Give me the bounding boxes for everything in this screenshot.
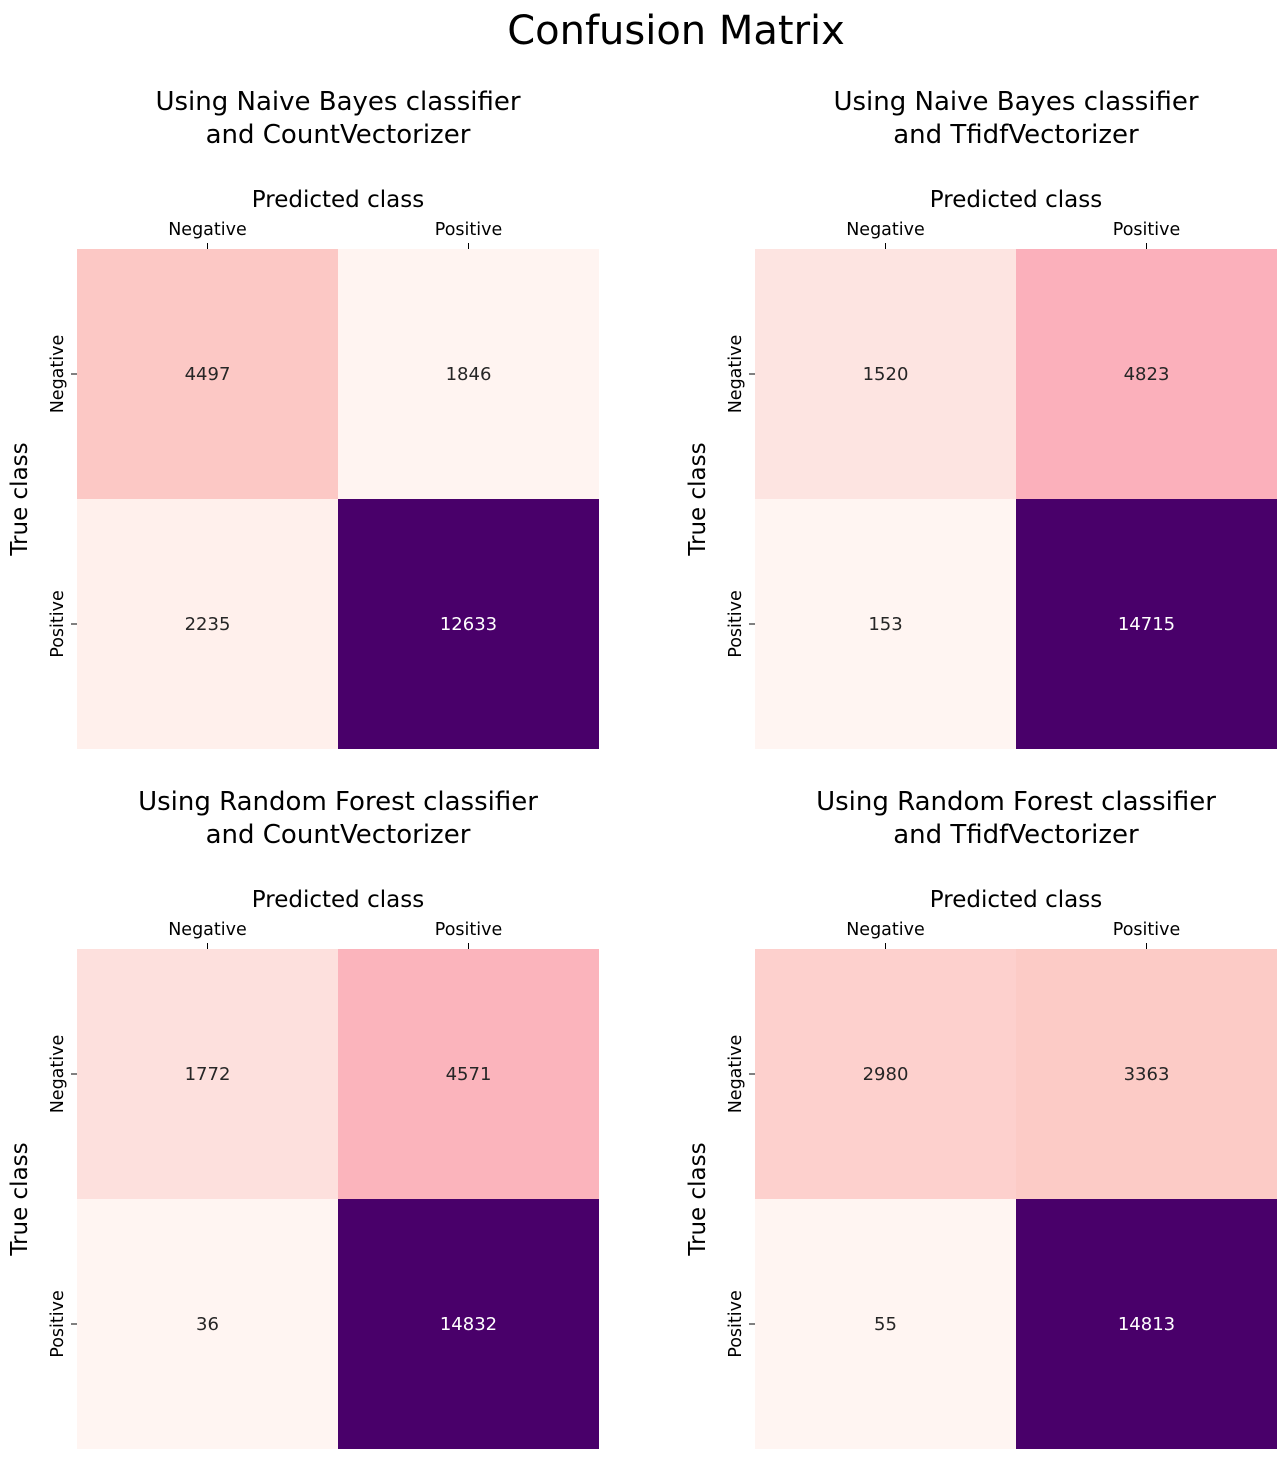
y-tick-label: Positive bbox=[48, 1290, 68, 1357]
x-tick-label: Negative bbox=[168, 920, 247, 940]
cell-value-label: 1846 bbox=[446, 364, 492, 385]
cell-value-label: 14813 bbox=[1118, 1314, 1175, 1335]
subplot-title-line: and CountVectorizer bbox=[206, 820, 471, 850]
cell-value-label: 2980 bbox=[863, 1064, 909, 1085]
heatmap-cell bbox=[755, 499, 1016, 749]
heatmap-cell bbox=[77, 949, 338, 1199]
cell-value-label: 1520 bbox=[863, 364, 909, 385]
heatmap-cell bbox=[755, 1199, 1016, 1449]
heatmap-cell bbox=[1016, 249, 1277, 499]
x-tick-label: Positive bbox=[435, 920, 502, 940]
subplot-title-line: Using Random Forest classifier bbox=[816, 787, 1216, 817]
y-axis-label: True class bbox=[7, 442, 33, 556]
y-tick-label: Positive bbox=[48, 590, 68, 657]
heatmap-cell bbox=[338, 249, 599, 499]
y-axis-label: True class bbox=[685, 1142, 711, 1256]
heatmap-cell bbox=[338, 1199, 599, 1449]
cell-value-label: 55 bbox=[874, 1314, 897, 1335]
x-tick-label: Negative bbox=[168, 220, 247, 240]
x-tick-label: Positive bbox=[1113, 220, 1180, 240]
heatmap-cell bbox=[755, 949, 1016, 1199]
heatmap-cell bbox=[338, 499, 599, 749]
cell-value-label: 14715 bbox=[1118, 614, 1175, 635]
subplot-title-line: and TfidfVectorizer bbox=[893, 820, 1139, 850]
heatmap-cell bbox=[77, 249, 338, 499]
y-axis-label: True class bbox=[685, 442, 711, 556]
cell-value-label: 4571 bbox=[446, 1064, 492, 1085]
y-tick-label: Positive bbox=[726, 1290, 746, 1357]
y-tick-label: Positive bbox=[726, 590, 746, 657]
cell-value-label: 12633 bbox=[440, 614, 497, 635]
x-tick-label: Positive bbox=[435, 220, 502, 240]
y-tick-label: Negative bbox=[48, 335, 68, 414]
subplot-title-line: Using Naive Bayes classifier bbox=[155, 87, 520, 117]
x-tick-label: Negative bbox=[846, 920, 925, 940]
x-tick-label: Negative bbox=[846, 220, 925, 240]
x-axis-label: Predicted class bbox=[930, 887, 1102, 913]
y-axis-label: True class bbox=[7, 1142, 33, 1256]
heatmap-cell bbox=[1016, 1199, 1277, 1449]
heatmap-cell bbox=[77, 1199, 338, 1449]
x-tick-label: Positive bbox=[1113, 920, 1180, 940]
subplot-title-line: Using Random Forest classifier bbox=[138, 787, 538, 817]
heatmap-cell bbox=[1016, 499, 1277, 749]
heatmap-cell bbox=[755, 249, 1016, 499]
x-axis-label: Predicted class bbox=[252, 187, 424, 213]
subplot-title-line: and TfidfVectorizer bbox=[893, 120, 1139, 150]
cell-value-label: 153 bbox=[868, 614, 902, 635]
cell-value-label: 1772 bbox=[185, 1064, 231, 1085]
cell-value-label: 14832 bbox=[440, 1314, 497, 1335]
figure-title: Confusion Matrix bbox=[507, 8, 845, 54]
y-tick-label: Negative bbox=[48, 1035, 68, 1114]
cell-value-label: 4823 bbox=[1124, 364, 1170, 385]
y-tick-label: Negative bbox=[726, 335, 746, 414]
cell-value-label: 2235 bbox=[185, 614, 231, 635]
heatmap-cell bbox=[1016, 949, 1277, 1199]
cell-value-label: 4497 bbox=[185, 364, 231, 385]
cell-value-label: 3363 bbox=[1124, 1064, 1170, 1085]
subplot-title-line: and CountVectorizer bbox=[206, 120, 471, 150]
x-axis-label: Predicted class bbox=[252, 887, 424, 913]
cell-value-label: 36 bbox=[196, 1314, 219, 1335]
heatmap-cell bbox=[77, 499, 338, 749]
y-tick-label: Negative bbox=[726, 1035, 746, 1114]
subplot-title-line: Using Naive Bayes classifier bbox=[833, 87, 1198, 117]
heatmap-cell bbox=[338, 949, 599, 1199]
x-axis-label: Predicted class bbox=[930, 187, 1102, 213]
